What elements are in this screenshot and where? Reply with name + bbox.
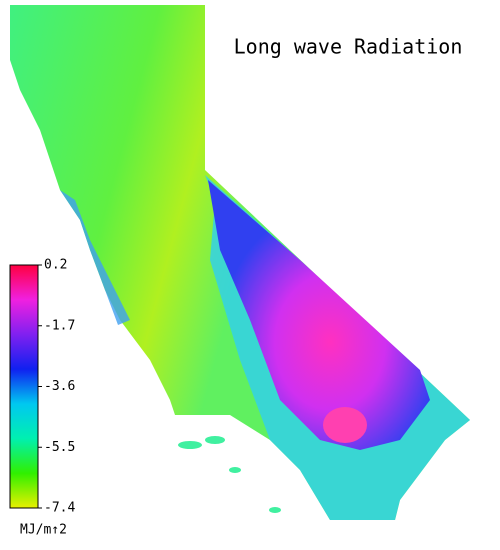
colorbar-tick-label: -3.6 (44, 379, 75, 394)
islands (178, 436, 281, 513)
coast-strip (60, 190, 130, 325)
title: Long wave Radiation (234, 35, 463, 59)
colorbar-unit: MJ/m↑2 (20, 523, 67, 538)
colorbar-tick-label: -7.4 (44, 501, 75, 516)
colorbar-tick-label: 0.2 (44, 258, 67, 273)
colorbar: 0.2 -1.7 -3.6 -5.5 -7.4 (9, 258, 75, 516)
colorbar-scale (9, 264, 39, 509)
desert-hot (208, 180, 430, 450)
hotspot (323, 407, 367, 443)
colorbar-tick-label: -1.7 (44, 318, 75, 333)
colorbar-tick-label: -5.5 (44, 440, 75, 455)
